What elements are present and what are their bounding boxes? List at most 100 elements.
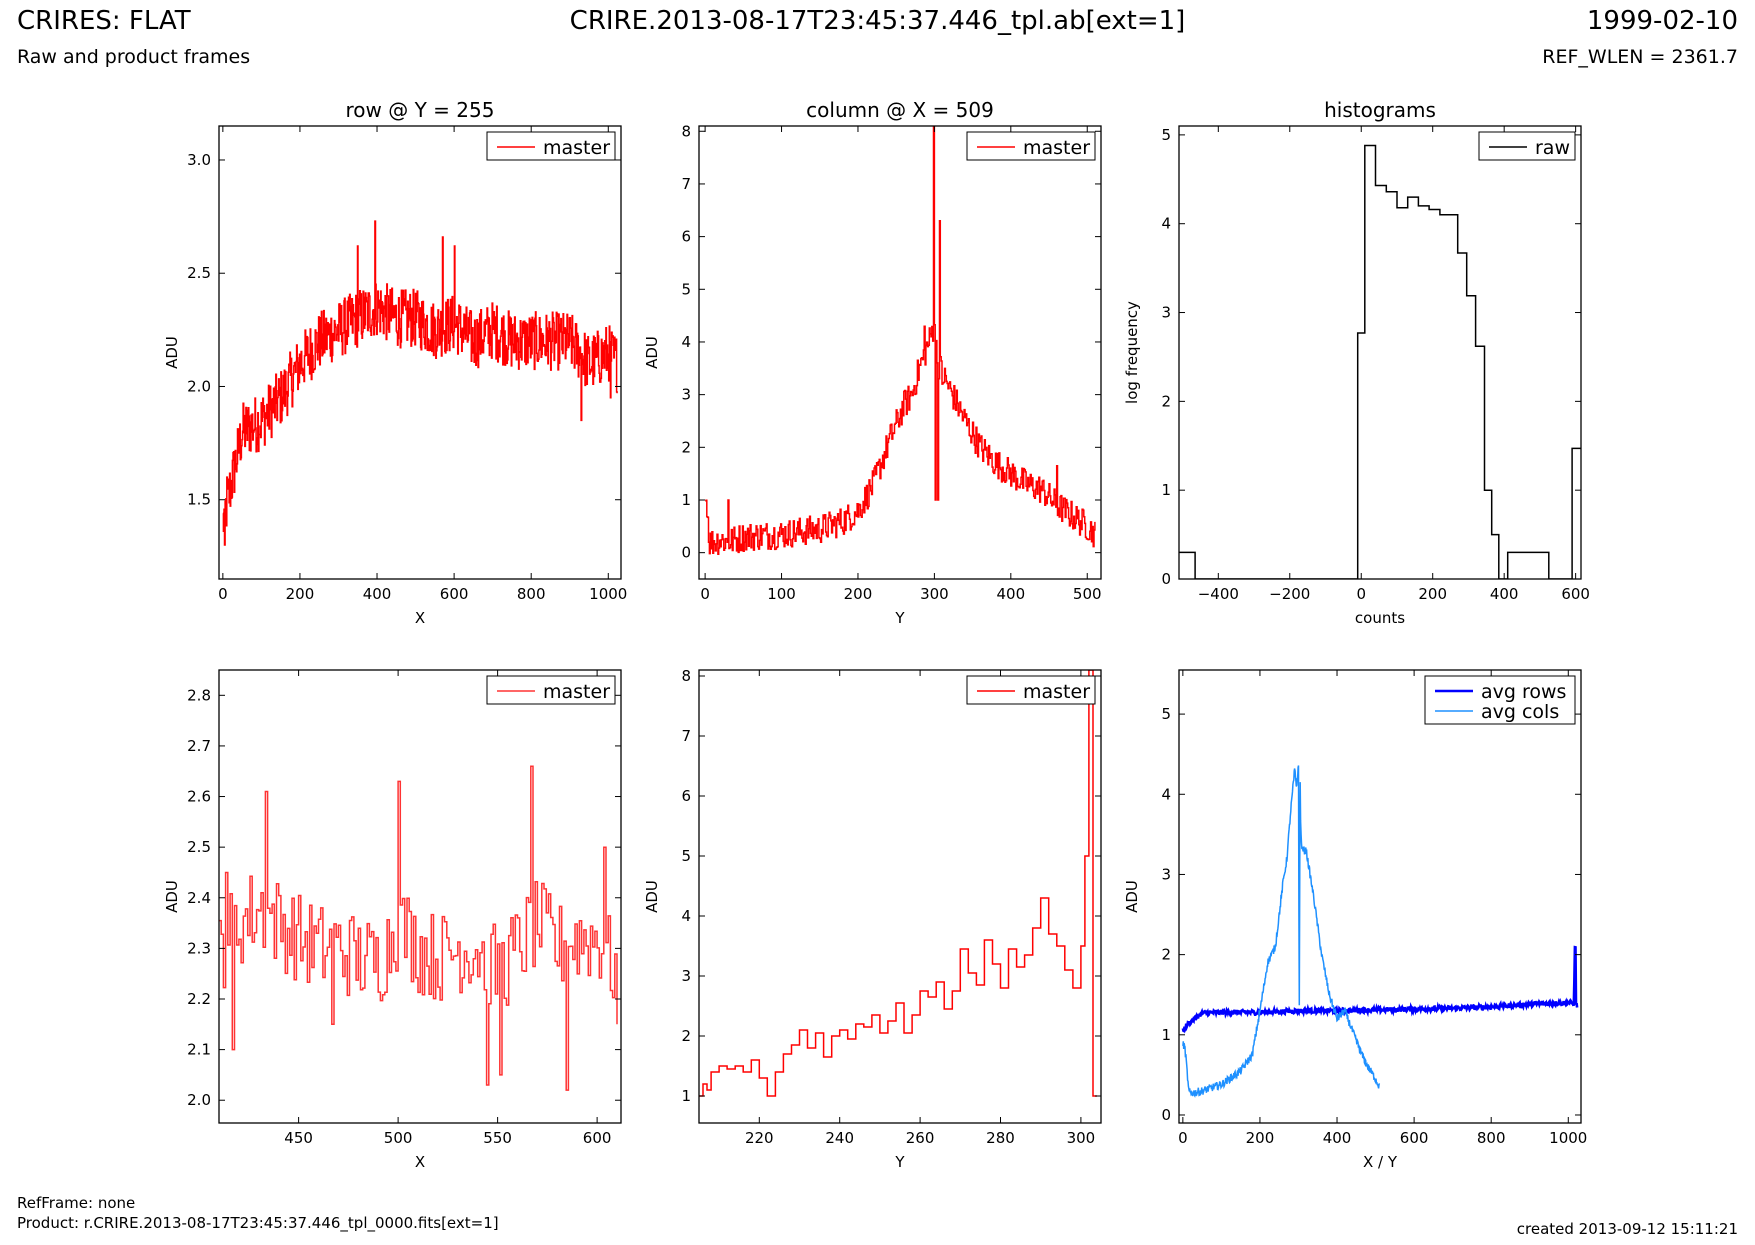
x-tick-label: −400 [1198, 585, 1239, 603]
y-tick-label: 4 [1161, 215, 1171, 233]
y-tick-label: 2.3 [187, 939, 211, 957]
series-line-raw [1179, 144, 1581, 579]
y-tick-label: 8 [681, 667, 691, 685]
x-tick-label: 300 [1067, 1129, 1096, 1147]
legend-label: master [543, 681, 610, 703]
x-tick-label: 0 [1356, 585, 1366, 603]
y-tick-label: 3 [681, 967, 691, 985]
legend-label: master [543, 137, 610, 159]
plot-frame [698, 669, 1102, 1124]
series-line-avg-cols [1182, 765, 1381, 1098]
x-tick-label: 500 [384, 1129, 413, 1147]
x-tick-label: −200 [1269, 585, 1310, 603]
x-tick-label: 450 [284, 1129, 313, 1147]
y-tick-label: 2 [1161, 946, 1171, 964]
panel-4: 450 500 550 600 2.0 2.1 2.2 2.3 2.4 2.5 2.6 2.7 2.8 X… [163, 669, 622, 1171]
y-axis-label: log frequency [1123, 301, 1141, 404]
y-tick-label: 3.0 [187, 151, 211, 169]
y-tick-label: 8 [681, 122, 691, 140]
panel-2: 0 100 200 300 400 500 0 1 2 3 4 5 6 7 8 column @ X = 50… [643, 98, 1102, 627]
x-axis-label: counts [1355, 609, 1405, 627]
x-axis-label: Y [894, 1153, 905, 1171]
x-tick-label: 200 [1246, 1129, 1275, 1147]
y-tick-label: 2.5 [187, 838, 211, 856]
legend-label: master [1023, 137, 1090, 159]
y-tick-label: 0 [681, 544, 691, 562]
plot-frame [218, 669, 622, 1124]
y-tick-label: 2.0 [187, 1091, 211, 1109]
legend-label: master [1023, 681, 1090, 703]
legend: raw [1478, 131, 1576, 161]
footer-product: Product: r.CRIRE.2013-08-17T23:45:37.446… [17, 1214, 499, 1232]
y-tick-label: 2.4 [187, 889, 211, 907]
legend: master [966, 131, 1096, 161]
y-tick-label: 3 [681, 386, 691, 404]
x-tick-label: 1000 [1549, 1129, 1587, 1147]
panel-3: −400 −200 0 200 400 600 0 1 2 3 4 5 histograms counts… [1123, 98, 1590, 627]
x-tick-label: 0 [700, 585, 710, 603]
y-tick-label: 6 [681, 787, 691, 805]
x-tick-label: 400 [996, 585, 1025, 603]
y-axis-label: ADU [163, 880, 181, 913]
y-tick-label: 3 [1161, 865, 1171, 883]
x-tick-label: 400 [1490, 585, 1519, 603]
x-axis-label: Y [894, 609, 905, 627]
y-tick-label: 1 [681, 491, 691, 509]
x-tick-label: 800 [517, 585, 546, 603]
x-tick-label: 240 [825, 1129, 854, 1147]
legend: master [486, 131, 616, 161]
x-tick-label: 100 [767, 585, 796, 603]
y-tick-label: 5 [1161, 126, 1171, 144]
panel-title: histograms [1324, 98, 1436, 122]
y-tick-label: 2 [681, 1027, 691, 1045]
figure-subtitle-left: Raw and product frames [17, 46, 251, 68]
y-axis-label: ADU [163, 336, 181, 369]
x-tick-label: 400 [1323, 1129, 1352, 1147]
y-tick-label: 2.6 [187, 788, 211, 806]
x-tick-label: 800 [1477, 1129, 1506, 1147]
x-tick-label: 600 [583, 1129, 612, 1147]
y-axis-label: ADU [643, 880, 661, 913]
y-axis-label: ADU [643, 336, 661, 369]
x-tick-label: 200 [1418, 585, 1447, 603]
plot-frame [698, 125, 1102, 580]
y-axis-label: ADU [1123, 880, 1141, 913]
panel-1: 0 200 400 600 800 1000 1.5 2.0 2.5 3.0 row @ Y = 2… [163, 98, 627, 627]
legend-label: avg cols [1481, 701, 1559, 723]
x-tick-label: 220 [745, 1129, 774, 1147]
y-tick-label: 6 [681, 228, 691, 246]
y-tick-label: 0 [1161, 570, 1171, 588]
series-line-master [705, 126, 1096, 555]
y-tick-label: 5 [681, 847, 691, 865]
y-tick-label: 1 [1161, 1026, 1171, 1044]
y-tick-label: 3 [1161, 304, 1171, 322]
y-tick-label: 0 [1161, 1106, 1171, 1124]
y-tick-label: 4 [681, 333, 691, 351]
legend-label: avg rows [1481, 681, 1566, 703]
y-tick-label: 7 [681, 727, 691, 745]
series-line-master [222, 220, 618, 546]
x-axis-label: X [415, 609, 425, 627]
y-tick-label: 5 [1161, 705, 1171, 723]
x-axis-label: X / Y [1363, 1153, 1398, 1171]
series-line-avg-rows [1181, 945, 1579, 1034]
y-tick-label: 2 [1161, 392, 1171, 410]
figure-date: 1999-02-10 [1586, 6, 1738, 36]
figure-title-center: CRIRE.2013-08-17T23:45:37.446_tpl.ab[ext… [569, 6, 1186, 36]
plot-frame [1178, 669, 1582, 1124]
x-tick-label: 500 [1073, 585, 1102, 603]
x-tick-label: 260 [906, 1129, 935, 1147]
y-tick-label: 4 [1161, 785, 1171, 803]
legend: master [486, 675, 616, 705]
panel-title: row @ Y = 255 [346, 98, 495, 122]
panel-5: 220 240 260 280 300 1 2 3 4 5 6 7 8 Y ADU master [643, 667, 1102, 1171]
x-tick-label: 280 [986, 1129, 1015, 1147]
y-tick-label: 2.0 [187, 377, 211, 395]
y-tick-label: 1 [1161, 481, 1171, 499]
y-tick-label: 4 [681, 907, 691, 925]
x-tick-label: 400 [363, 585, 392, 603]
footer-refframe: RefFrame: none [17, 1194, 136, 1212]
series-line-master [699, 670, 1097, 1097]
legend: master [966, 675, 1096, 705]
